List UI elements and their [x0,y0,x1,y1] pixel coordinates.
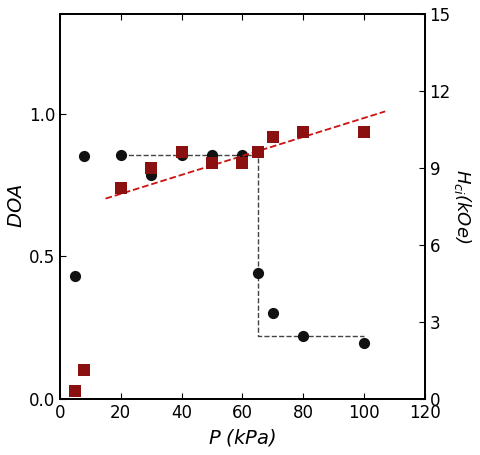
X-axis label: $P$ (kPa): $P$ (kPa) [208,427,276,448]
Point [117,152,125,159]
Point [239,152,246,159]
Point [72,387,79,394]
Point [81,367,88,374]
Point [269,309,276,317]
Point [178,149,185,156]
Point [360,339,368,347]
Point [72,273,79,280]
Point [147,164,155,172]
Point [81,153,88,160]
Point [254,149,262,156]
Y-axis label: $H_{ci}$(kOe): $H_{ci}$(kOe) [452,169,473,243]
Point [147,171,155,178]
Point [254,270,262,277]
Point [208,152,216,159]
Point [117,185,125,192]
Point [239,159,246,167]
Point [360,128,368,136]
Point [300,332,307,339]
Point [300,128,307,136]
Point [178,152,185,159]
Point [208,159,216,167]
Point [269,133,276,141]
Y-axis label: $DOA$: $DOA$ [7,184,26,228]
